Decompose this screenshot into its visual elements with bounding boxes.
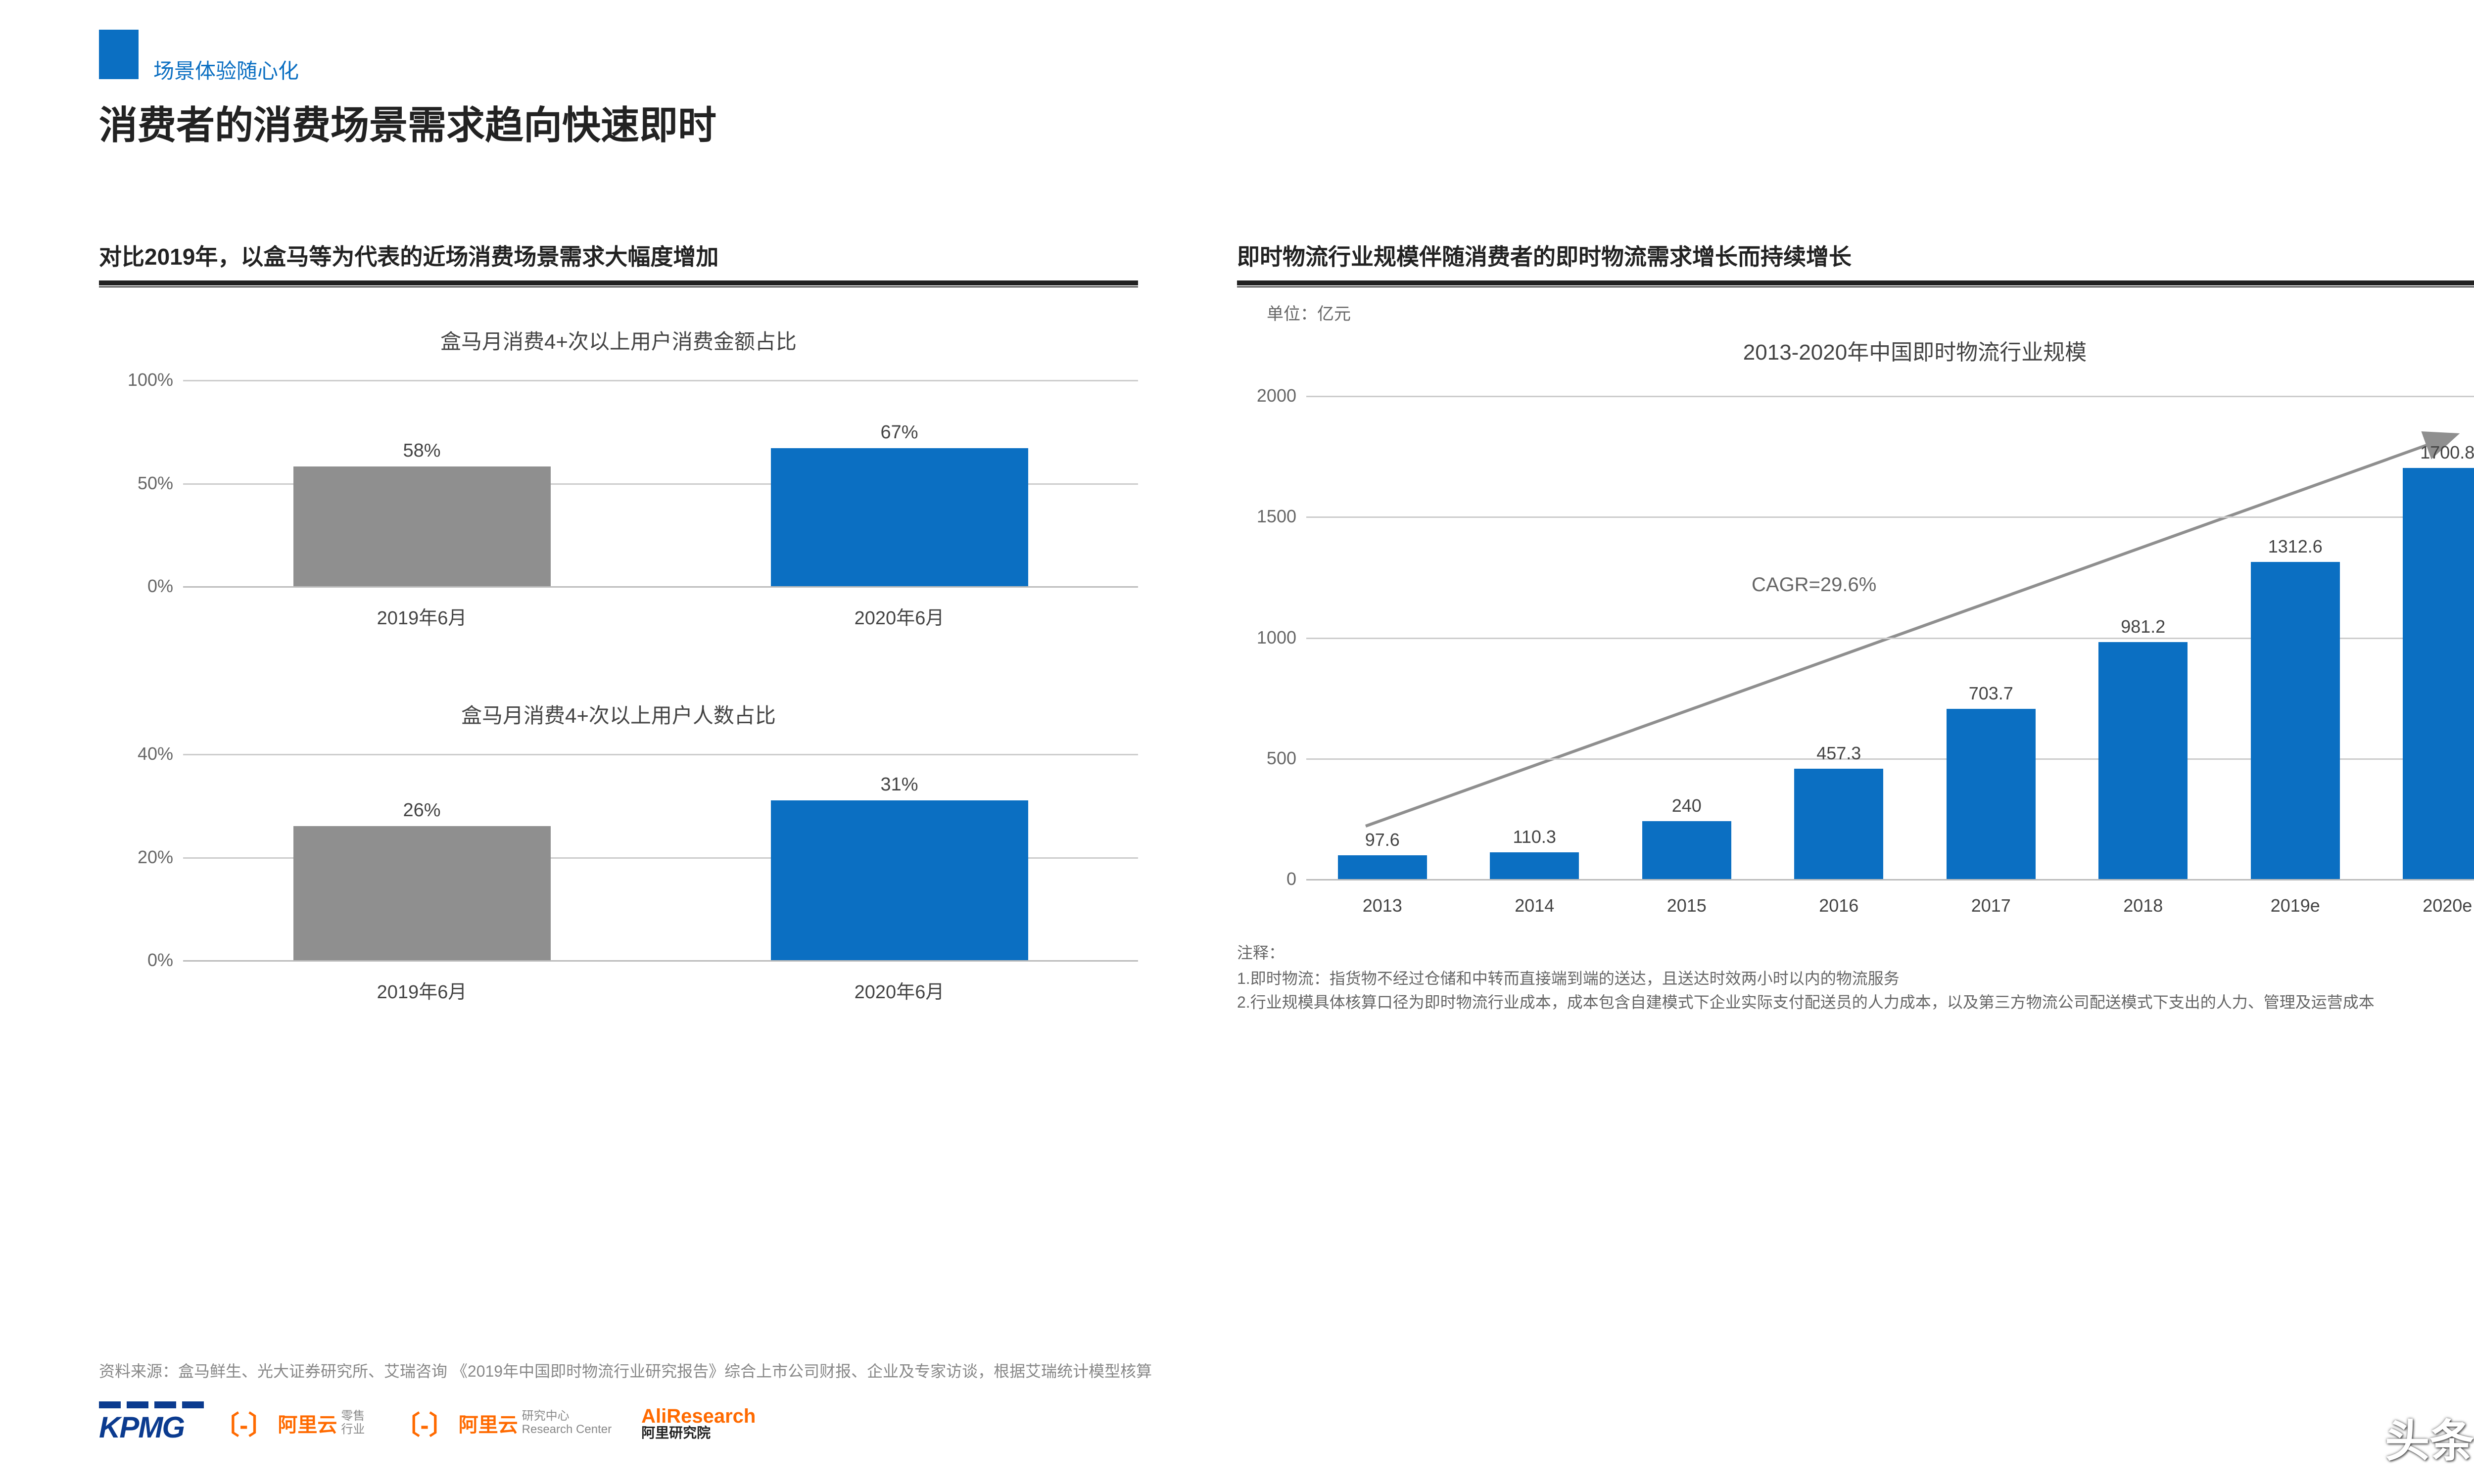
bar [293, 826, 551, 960]
header-accent-block [99, 30, 139, 79]
bar [1642, 821, 1731, 879]
logo-aliresearch: AliResearch 阿里研究院 [641, 1406, 756, 1440]
watermark: 头条 @侠说 [2385, 1405, 2474, 1469]
x-tick-label: 2017 [1915, 895, 2067, 916]
source-line: 资料来源：盒马鲜生、光大证券研究所、艾瑞咨询 《2019年中国即时物流行业研究报… [99, 1359, 2474, 1382]
y-tick-label: 1500 [1237, 506, 1296, 527]
footer: 资料来源：盒马鲜生、光大证券研究所、艾瑞咨询 《2019年中国即时物流行业研究报… [99, 1359, 2474, 1444]
bar-value-label: 1312.6 [2268, 536, 2323, 557]
x-tick-label: 2013 [1306, 895, 1459, 916]
x-tick-label: 2019年6月 [183, 976, 661, 1004]
y-tick-label: 100% [99, 370, 173, 390]
right-column: 即时物流行业规模伴随消费者的即时物流需求增长而持续增长 单位：亿元 2013-2… [1237, 239, 2474, 1073]
bar-value-label: 26% [403, 800, 440, 821]
logo-text: 阿里云 [278, 1409, 337, 1438]
left-column: 对比2019年，以盒马等为代表的近场消费场景需求大幅度增加 盒马月消费4+次以上… [99, 239, 1138, 1073]
x-tick-label: 2019年6月 [183, 603, 661, 630]
bar [1794, 769, 1883, 879]
y-tick-label: 20% [99, 847, 173, 868]
bar-value-label: 703.7 [1969, 683, 2013, 704]
x-tick-label: 2020年6月 [661, 603, 1138, 630]
x-tick-label: 2020e [2372, 895, 2474, 916]
chart-logistics-scale: 2013-2020年中国即时物流行业规模 CAGR=29.6% 05001000… [1306, 334, 2474, 916]
y-tick-label: 1000 [1237, 627, 1296, 648]
x-tick-label: 2018 [2067, 895, 2220, 916]
y-tick-label: 40% [99, 743, 173, 764]
unit-label: 单位：亿元 [1267, 300, 2474, 325]
chart-hema-amount: 盒马月消费4+次以上用户消费金额占比 0% 50% 100% 58% 67% 2019年… [99, 325, 1138, 630]
chart-hema-users: 盒马月消费4+次以上用户人数占比 0% 20% 40% 26% 31% 2019年6月2… [99, 699, 1138, 1004]
bar-value-label: 240 [1672, 795, 1702, 816]
right-section-title: 即时物流行业规模伴随消费者的即时物流需求增长而持续增长 [1237, 239, 2474, 285]
subtitle: 场景体验随心化 [153, 54, 299, 85]
y-tick-label: 50% [99, 473, 173, 494]
chart2-title: 盒马月消费4+次以上用户人数占比 [99, 699, 1138, 729]
bar-value-label: 110.3 [1513, 827, 1556, 847]
bracket-icon: 〔-〕 [214, 1404, 274, 1441]
x-tick-label: 2014 [1459, 895, 1611, 916]
page-title: 消费者的消费场景需求趋向快速即时 [99, 94, 2474, 150]
bar-value-label: 31% [880, 774, 918, 795]
y-tick-label: 0% [99, 576, 173, 597]
bar [771, 448, 1028, 586]
bar [293, 466, 551, 586]
bar [2098, 642, 2188, 879]
bar-value-label: 457.3 [1816, 743, 1861, 764]
x-tick-label: 2020年6月 [661, 976, 1138, 1004]
bar-value-label: 58% [403, 440, 440, 462]
bar [1490, 852, 1579, 879]
logos-row: KPMG 〔-〕 阿里云 零售行业 〔-〕 阿里云 研究中心Research C… [99, 1401, 2474, 1444]
bar-value-label: 1700.8 [2420, 442, 2474, 463]
bar-value-label: 67% [880, 422, 918, 443]
chart1-title: 盒马月消费4+次以上用户消费金额占比 [99, 325, 1138, 355]
logo-aliyun-research: 〔-〕 阿里云 研究中心Research Center [394, 1404, 612, 1441]
notes-title: 注释： [1237, 941, 2474, 965]
bar-value-label: 981.2 [2121, 616, 2165, 637]
logo-kpmg: KPMG [99, 1401, 184, 1444]
x-tick-label: 2016 [1763, 895, 1915, 916]
bar [2251, 562, 2340, 879]
y-tick-label: 0 [1237, 869, 1296, 889]
bar-value-label: 97.6 [1365, 830, 1400, 850]
bar [1947, 709, 2036, 879]
bar [771, 800, 1028, 960]
y-tick-label: 0% [99, 950, 173, 971]
big-chart-title: 2013-2020年中国即时物流行业规模 [1306, 334, 2474, 366]
x-tick-label: 2019e [2219, 895, 2372, 916]
notes-block: 注释： 1.即时物流：指货物不经过仓储和中转而直接端到端的送达，且送达时效两小时… [1237, 941, 2474, 1014]
x-tick-label: 2015 [1611, 895, 1763, 916]
left-section-title: 对比2019年，以盒马等为代表的近场消费场景需求大幅度增加 [99, 239, 1138, 285]
logo-aliyun-retail: 〔-〕 阿里云 零售行业 [214, 1404, 365, 1441]
notes-line-1: 1.即时物流：指货物不经过仓储和中转而直接端到端的送达，且送达时效两小时以内的物… [1237, 967, 2474, 990]
y-tick-label: 500 [1237, 748, 1296, 769]
notes-line-2: 2.行业规模具体核算口径为即时物流行业成本，成本包含自建模式下企业实际支付配送员… [1237, 990, 2474, 1014]
y-tick-label: 2000 [1237, 385, 1296, 406]
logo-text: 阿里云 [459, 1409, 518, 1438]
bar [1338, 855, 1427, 879]
bracket-icon: 〔-〕 [394, 1404, 454, 1441]
bar [2403, 468, 2474, 879]
